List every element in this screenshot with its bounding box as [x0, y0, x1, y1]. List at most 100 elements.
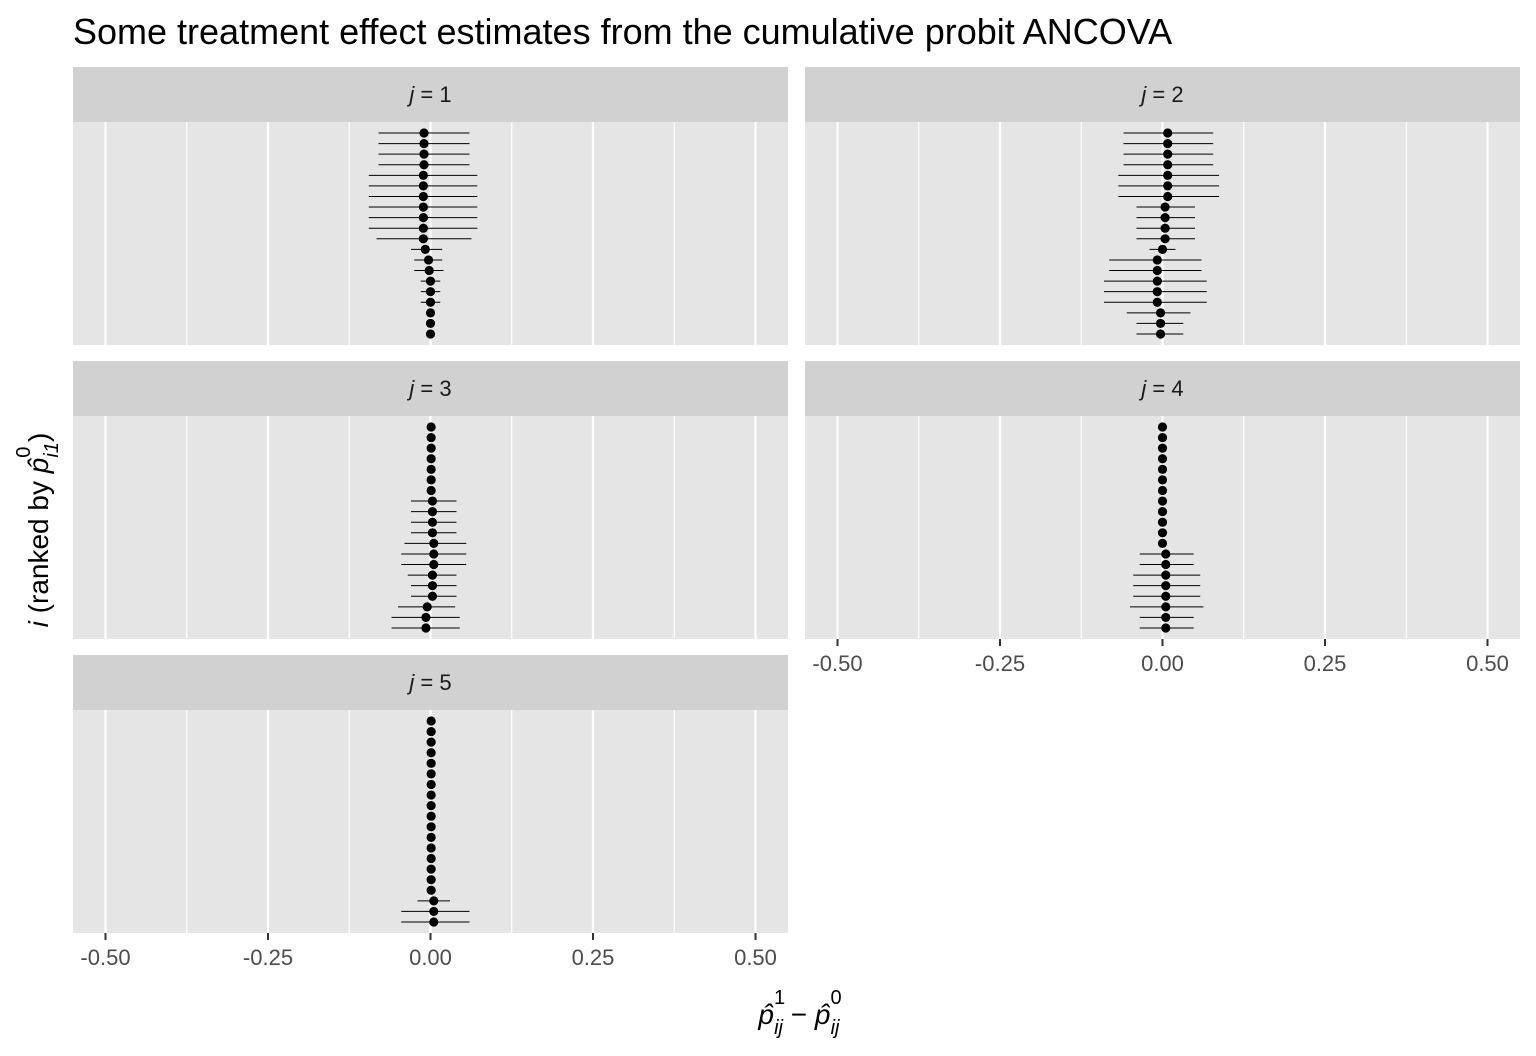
facet-strip-label: j = 3: [406, 376, 451, 401]
y-axis-label-text: (ranked by: [23, 473, 54, 621]
data-point: [1160, 223, 1170, 233]
x-axis-label-minus: −: [783, 999, 815, 1030]
data-point: [1157, 496, 1168, 506]
facet-strip-eq: = 1: [414, 82, 451, 107]
data-point: [1161, 570, 1171, 580]
data-point: [1161, 581, 1171, 591]
data-point: [418, 213, 428, 223]
data-point: [1155, 308, 1166, 318]
data-point: [427, 581, 438, 591]
data-point: [426, 475, 436, 485]
x-axis-label-sub2: ij: [831, 1017, 840, 1039]
data-point: [425, 287, 436, 297]
data-point: [426, 748, 436, 758]
facet-strip-var: j: [406, 376, 415, 401]
data-point: [419, 149, 429, 159]
facet-panel-j3: j = 3: [73, 361, 788, 639]
data-point: [419, 138, 429, 149]
data-point: [1157, 528, 1168, 538]
facet-strip: [73, 655, 788, 710]
data-point: [1161, 602, 1171, 612]
data-point: [429, 906, 439, 917]
data-point: [426, 716, 436, 726]
data-point: [426, 737, 436, 747]
data-point: [1157, 244, 1168, 254]
facet-strip: [805, 361, 1520, 416]
facet-strip-eq: = 5: [414, 670, 451, 695]
x-tick-label: -0.50: [80, 945, 130, 970]
data-point: [1160, 202, 1170, 212]
x-tick-label: 0.25: [572, 945, 615, 970]
x-tick-label: -0.50: [812, 651, 862, 676]
facet-strip: [73, 67, 788, 122]
data-point: [426, 853, 436, 864]
data-point: [427, 528, 438, 538]
x-tick-label: -0.25: [243, 945, 293, 970]
data-point: [1157, 422, 1168, 432]
data-point: [426, 843, 436, 853]
data-point: [426, 443, 436, 453]
data-point: [1157, 538, 1168, 548]
data-point: [1160, 213, 1170, 223]
data-point: [418, 191, 428, 202]
data-point: [418, 234, 428, 244]
y-axis-label-sub: i1: [41, 442, 63, 458]
data-point: [1161, 591, 1171, 601]
data-point: [426, 726, 436, 737]
x-tick-label: 0.50: [734, 945, 777, 970]
data-point: [425, 308, 436, 318]
x-axis-label-p1: p̂: [757, 999, 774, 1030]
facet-strip-label: j = 1: [406, 82, 451, 107]
facet-strip-eq: = 2: [1146, 82, 1183, 107]
facet-strip-var: j: [1138, 376, 1147, 401]
data-point: [427, 517, 438, 527]
data-point: [1161, 559, 1171, 570]
data-point: [425, 297, 436, 307]
y-axis-title: i (ranked by p̂0 i1): [13, 433, 63, 628]
data-point: [1161, 549, 1171, 559]
data-point: [1152, 276, 1162, 286]
data-point: [1163, 160, 1173, 170]
data-point: [426, 790, 436, 800]
facet-strip: [73, 361, 788, 416]
chart-title: Some treatment effect estimates from the…: [73, 11, 1172, 52]
data-point: [1157, 432, 1168, 443]
facet-panel-j4: j = 4 -0.50 -0.25 0.00 0.25 0.50: [805, 361, 1520, 676]
y-axis-label: i (ranked by p̂0 i1): [13, 433, 63, 628]
data-point: [1152, 255, 1162, 265]
x-tick-label: -0.25: [975, 651, 1025, 676]
data-point: [418, 202, 428, 212]
facet-strip-label: j = 4: [1138, 376, 1183, 401]
data-point: [426, 769, 436, 779]
facet-strip-var: j: [406, 670, 415, 695]
data-point: [426, 779, 436, 790]
data-point: [429, 917, 439, 927]
data-point: [427, 507, 438, 517]
data-point: [427, 496, 438, 506]
facet-panel-j2: j = 2: [805, 67, 1520, 345]
data-point: [1163, 138, 1173, 149]
y-axis-label-p: p̂: [23, 458, 54, 475]
data-point: [1161, 623, 1171, 633]
data-point: [1163, 181, 1173, 191]
x-tick-label: 0.25: [1304, 651, 1347, 676]
facet-strip: [805, 67, 1520, 122]
data-point: [426, 485, 436, 496]
x-axis-label-p2: p̂: [814, 999, 831, 1030]
data-point: [1163, 149, 1173, 159]
x-axis-label-sup1: 1: [774, 987, 785, 1009]
data-point: [1157, 507, 1168, 517]
data-point: [425, 318, 436, 329]
facet-strip-var: j: [1138, 82, 1147, 107]
data-point: [1157, 517, 1168, 527]
data-point: [1157, 443, 1168, 453]
data-point: [426, 822, 436, 832]
data-point: [426, 758, 436, 768]
data-point: [1160, 234, 1170, 244]
data-point: [426, 811, 436, 821]
data-point: [426, 432, 436, 443]
data-point: [429, 896, 439, 906]
data-point: [419, 128, 429, 138]
facet-strip-var: j: [406, 82, 415, 107]
